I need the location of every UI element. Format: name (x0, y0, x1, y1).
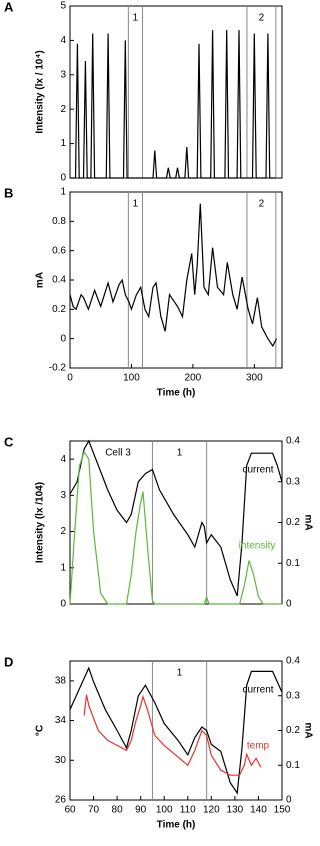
y-tick-label: 1 (60, 187, 66, 198)
x-tick-label: 200 (185, 373, 202, 384)
y-tick-label: 3 (60, 490, 66, 501)
panel-label: D (4, 654, 13, 669)
y-tick-label: -0.2 (49, 363, 67, 374)
data-line (69, 666, 283, 795)
plot-frame (69, 191, 283, 369)
series-label: intensity (239, 541, 276, 552)
y-tick-label: 0.6 (52, 245, 66, 256)
y-axis-label: °C (35, 725, 46, 736)
y-tick-label: 38 (55, 675, 67, 686)
x-tick-label: 130 (227, 805, 244, 816)
y2-axis-label: mA (302, 514, 313, 530)
region-label: 2 (259, 199, 265, 210)
y-tick-label: 1 (60, 562, 66, 573)
panel-label: A (4, 0, 14, 14)
region-label: 1 (177, 668, 183, 679)
y-tick-label: 2 (60, 104, 66, 115)
x-tick-label: 100 (123, 373, 140, 384)
y-tick-label: 4 (60, 454, 66, 465)
x-tick-label: 0 (67, 373, 73, 384)
y2-axis-label: mA (302, 722, 313, 738)
y2-tick-label: 0.4 (286, 656, 300, 667)
y2-tick-label: 0.3 (286, 476, 300, 487)
y-axis-label: Intensity (lx /104) (35, 482, 46, 563)
x-tick-label: 110 (180, 805, 196, 816)
y2-tick-label: 0.1 (286, 558, 300, 569)
y-tick-label: 5 (60, 1, 66, 12)
y2-tick-label: 0.1 (286, 760, 300, 771)
y-tick-label: 3 (60, 69, 66, 80)
y-tick-label: 0.2 (52, 304, 66, 315)
y2-tick-label: 0.3 (286, 690, 300, 701)
panel-label: C (4, 434, 14, 449)
plot-frame (69, 660, 283, 801)
data-line (69, 203, 278, 348)
data-line (69, 439, 283, 597)
x-tick-label: 150 (274, 805, 291, 816)
y-tick-label: 0 (60, 173, 66, 184)
x-tick-label: 80 (112, 805, 124, 816)
region-label: 1 (177, 448, 183, 459)
x-tick-label: 300 (246, 373, 263, 384)
y-tick-label: 1 (60, 138, 66, 149)
x-axis-label: Time (h) (157, 388, 196, 399)
data-line (70, 30, 276, 179)
series-label: current (242, 465, 273, 476)
panel-label: B (4, 185, 13, 200)
annotation: Cell 3 (105, 448, 131, 459)
x-tick-label: 120 (203, 805, 220, 816)
y2-tick-label: 0 (286, 599, 292, 610)
y-tick-label: 26 (55, 795, 67, 806)
y-axis-label: Intensity (lx / 10⁴) (35, 50, 46, 133)
x-tick-label: 140 (250, 805, 267, 816)
y2-tick-label: 0 (286, 795, 292, 806)
x-tick-label: 60 (64, 805, 76, 816)
data-line (69, 450, 282, 605)
x-tick-label: 70 (88, 805, 100, 816)
region-label: 1 (133, 13, 139, 24)
x-tick-label: 90 (135, 805, 147, 816)
y-tick-label: 34 (55, 715, 67, 726)
series-label: current (242, 685, 273, 696)
series-label: temp (247, 741, 270, 752)
y2-tick-label: 0.4 (286, 436, 300, 447)
x-tick-label: 100 (156, 805, 173, 816)
y2-tick-label: 0.2 (286, 725, 300, 736)
plot-frame (69, 5, 283, 179)
region-label: 1 (133, 199, 139, 210)
y-tick-label: 0 (60, 333, 66, 344)
y-axis-label: mA (35, 272, 46, 288)
data-line (83, 694, 262, 776)
y2-tick-label: 0.2 (286, 517, 300, 528)
y-tick-label: 2 (60, 526, 66, 537)
x-axis-label: Time (h) (157, 820, 196, 831)
region-label: 2 (259, 13, 265, 24)
y-tick-label: 0.4 (52, 275, 66, 286)
y-tick-label: 0.8 (52, 216, 66, 227)
y-tick-label: 0 (60, 599, 66, 610)
y-tick-label: 4 (60, 35, 66, 46)
y-tick-label: 30 (55, 755, 67, 766)
